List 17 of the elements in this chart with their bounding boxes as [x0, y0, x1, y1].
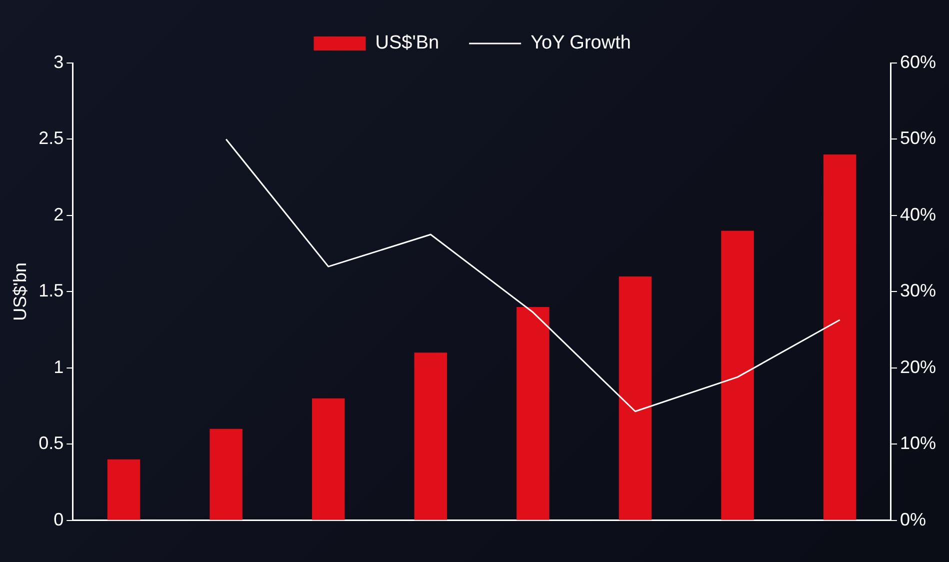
- y-tick-label: 2: [54, 204, 64, 224]
- y2-tick-label: 20%: [900, 356, 936, 377]
- y-tick-label: 0.5: [38, 433, 64, 454]
- y2-tick-label: 50%: [900, 128, 936, 148]
- y-tick-label: 1: [54, 356, 64, 377]
- legend-label: YoY Growth: [530, 32, 631, 54]
- y2-tick-label: 0%: [900, 509, 926, 530]
- y2-tick-label: 30%: [900, 280, 936, 301]
- legend-label: US$'Bn: [375, 32, 440, 54]
- y-tick-label: 3: [54, 52, 64, 72]
- y-tick-label: 1.5: [38, 280, 64, 301]
- y2-tick-label: 60%: [900, 52, 936, 72]
- y-tick-label: 2.5: [38, 128, 64, 148]
- y2-tick-label: 40%: [900, 204, 936, 224]
- y-axis-title: US$'bn: [10, 262, 30, 321]
- y2-tick-label: 10%: [900, 433, 936, 454]
- y-tick-label: 0: [54, 509, 64, 530]
